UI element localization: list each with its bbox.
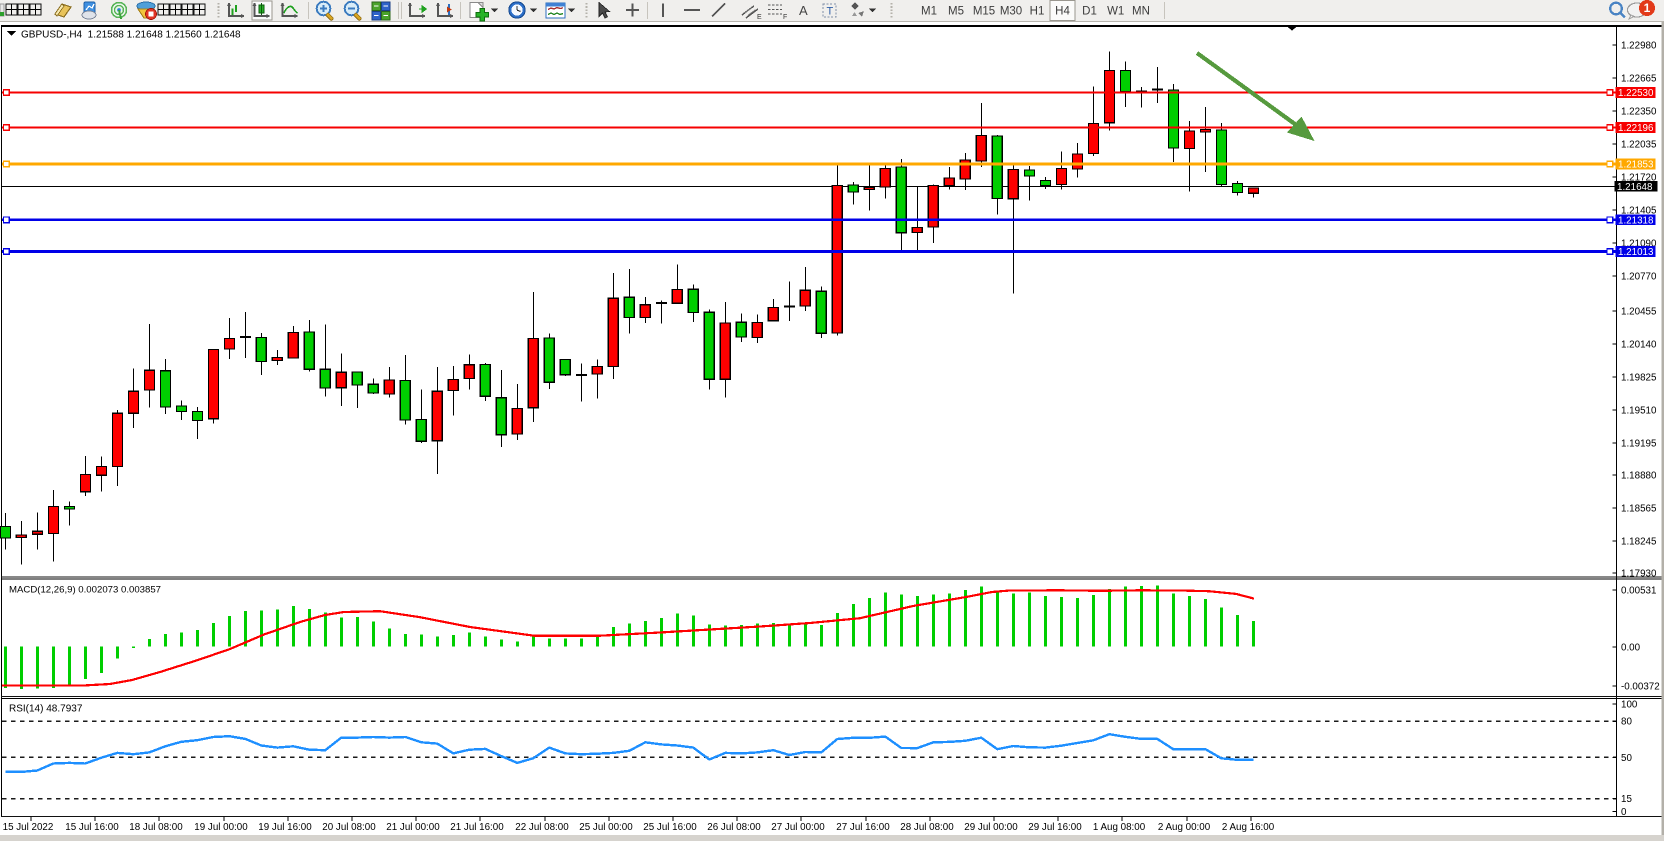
svg-text:1.20455: 1.20455 [1621, 306, 1657, 317]
svg-text:1.19510: 1.19510 [1621, 405, 1657, 416]
svg-text:50: 50 [1621, 753, 1632, 764]
svg-text:0.00: 0.00 [1621, 642, 1641, 653]
svg-text:W1: W1 [1107, 6, 1124, 18]
svg-text:RSI(14) 48.7937: RSI(14) 48.7937 [9, 704, 83, 715]
svg-text:1.18880: 1.18880 [1621, 470, 1657, 481]
svg-text:E: E [757, 14, 762, 21]
svg-text:1.17930: 1.17930 [1621, 568, 1657, 579]
svg-text:25 Jul 16:00: 25 Jul 16:00 [643, 822, 697, 833]
svg-text:1.19825: 1.19825 [1621, 372, 1657, 383]
svg-text:MN: MN [1132, 6, 1150, 18]
svg-text:H1: H1 [1030, 6, 1045, 18]
svg-text:26 Jul 08:00: 26 Jul 08:00 [707, 822, 761, 833]
svg-text:15 Jul 16:00: 15 Jul 16:00 [65, 822, 119, 833]
svg-text:1.20770: 1.20770 [1621, 271, 1657, 282]
svg-text:1.21720: 1.21720 [1621, 172, 1657, 183]
svg-text:-0.00372: -0.00372 [1621, 681, 1660, 692]
svg-text:28 Jul 08:00: 28 Jul 08:00 [900, 822, 954, 833]
svg-text:1.21090: 1.21090 [1621, 238, 1657, 249]
svg-text:29 Jul 16:00: 29 Jul 16:00 [1028, 822, 1082, 833]
svg-text:1.20140: 1.20140 [1621, 339, 1657, 350]
svg-text:19 Jul 00:00: 19 Jul 00:00 [194, 822, 248, 833]
svg-text:H4: H4 [1055, 6, 1070, 18]
svg-text:100: 100 [1621, 699, 1638, 710]
svg-text:1.21405: 1.21405 [1621, 205, 1657, 216]
svg-text:1.22980: 1.22980 [1621, 40, 1657, 51]
svg-text:19 Jul 16:00: 19 Jul 16:00 [258, 822, 312, 833]
svg-text:F: F [783, 14, 787, 21]
svg-text:MACD(12,26,9) 0.002073 0.00385: MACD(12,26,9) 0.002073 0.003857 [9, 585, 161, 596]
svg-text:1.21853: 1.21853 [1618, 160, 1654, 171]
svg-text:21 Jul 16:00: 21 Jul 16:00 [450, 822, 504, 833]
svg-text:15: 15 [1621, 794, 1632, 805]
svg-text:1.21013: 1.21013 [1618, 247, 1654, 258]
svg-text:1.22665: 1.22665 [1621, 73, 1657, 84]
svg-text:25 Jul 00:00: 25 Jul 00:00 [579, 822, 633, 833]
svg-text:1 Aug 08:00: 1 Aug 08:00 [1093, 822, 1146, 833]
svg-text:1.21318: 1.21318 [1618, 215, 1654, 226]
svg-text:1.18245: 1.18245 [1621, 536, 1657, 547]
svg-text:29 Jul 00:00: 29 Jul 00:00 [964, 822, 1018, 833]
svg-text:M15: M15 [973, 6, 995, 18]
svg-text:27 Jul 16:00: 27 Jul 16:00 [836, 822, 890, 833]
svg-text:M1: M1 [921, 6, 937, 18]
svg-text:1.18565: 1.18565 [1621, 503, 1657, 514]
svg-text:D1: D1 [1082, 6, 1097, 18]
svg-text:2 Aug 16:00: 2 Aug 16:00 [1222, 822, 1275, 833]
svg-text:1.22196: 1.22196 [1618, 123, 1654, 134]
svg-text:15 Jul 2022: 15 Jul 2022 [3, 822, 54, 833]
svg-text:27 Jul 00:00: 27 Jul 00:00 [771, 822, 825, 833]
svg-text:1.22350: 1.22350 [1621, 106, 1657, 117]
svg-text:21 Jul 00:00: 21 Jul 00:00 [386, 822, 440, 833]
svg-text:0: 0 [1621, 807, 1627, 818]
svg-text:1.21648: 1.21648 [1617, 182, 1653, 193]
svg-text:M5: M5 [948, 6, 964, 18]
svg-text:1: 1 [1644, 1, 1651, 15]
svg-text:A: A [799, 3, 808, 18]
svg-text:22 Jul 08:00: 22 Jul 08:00 [515, 822, 569, 833]
svg-text:2 Aug 00:00: 2 Aug 00:00 [1158, 822, 1211, 833]
svg-text:18 Jul 08:00: 18 Jul 08:00 [129, 822, 183, 833]
svg-text:80: 80 [1621, 717, 1632, 728]
svg-text:1.19195: 1.19195 [1621, 438, 1657, 449]
svg-text:T: T [827, 6, 834, 18]
svg-text:1.22035: 1.22035 [1621, 139, 1657, 150]
svg-text:M30: M30 [1000, 6, 1022, 18]
svg-text:20 Jul 08:00: 20 Jul 08:00 [322, 822, 376, 833]
svg-text:GBPUSD-,H4 1.21588 1.21648 1.: GBPUSD-,H4 1.21588 1.21648 1.21560 1.216… [21, 30, 241, 41]
svg-text:0.00531: 0.00531 [1621, 585, 1656, 596]
svg-text:1.22530: 1.22530 [1618, 88, 1654, 99]
